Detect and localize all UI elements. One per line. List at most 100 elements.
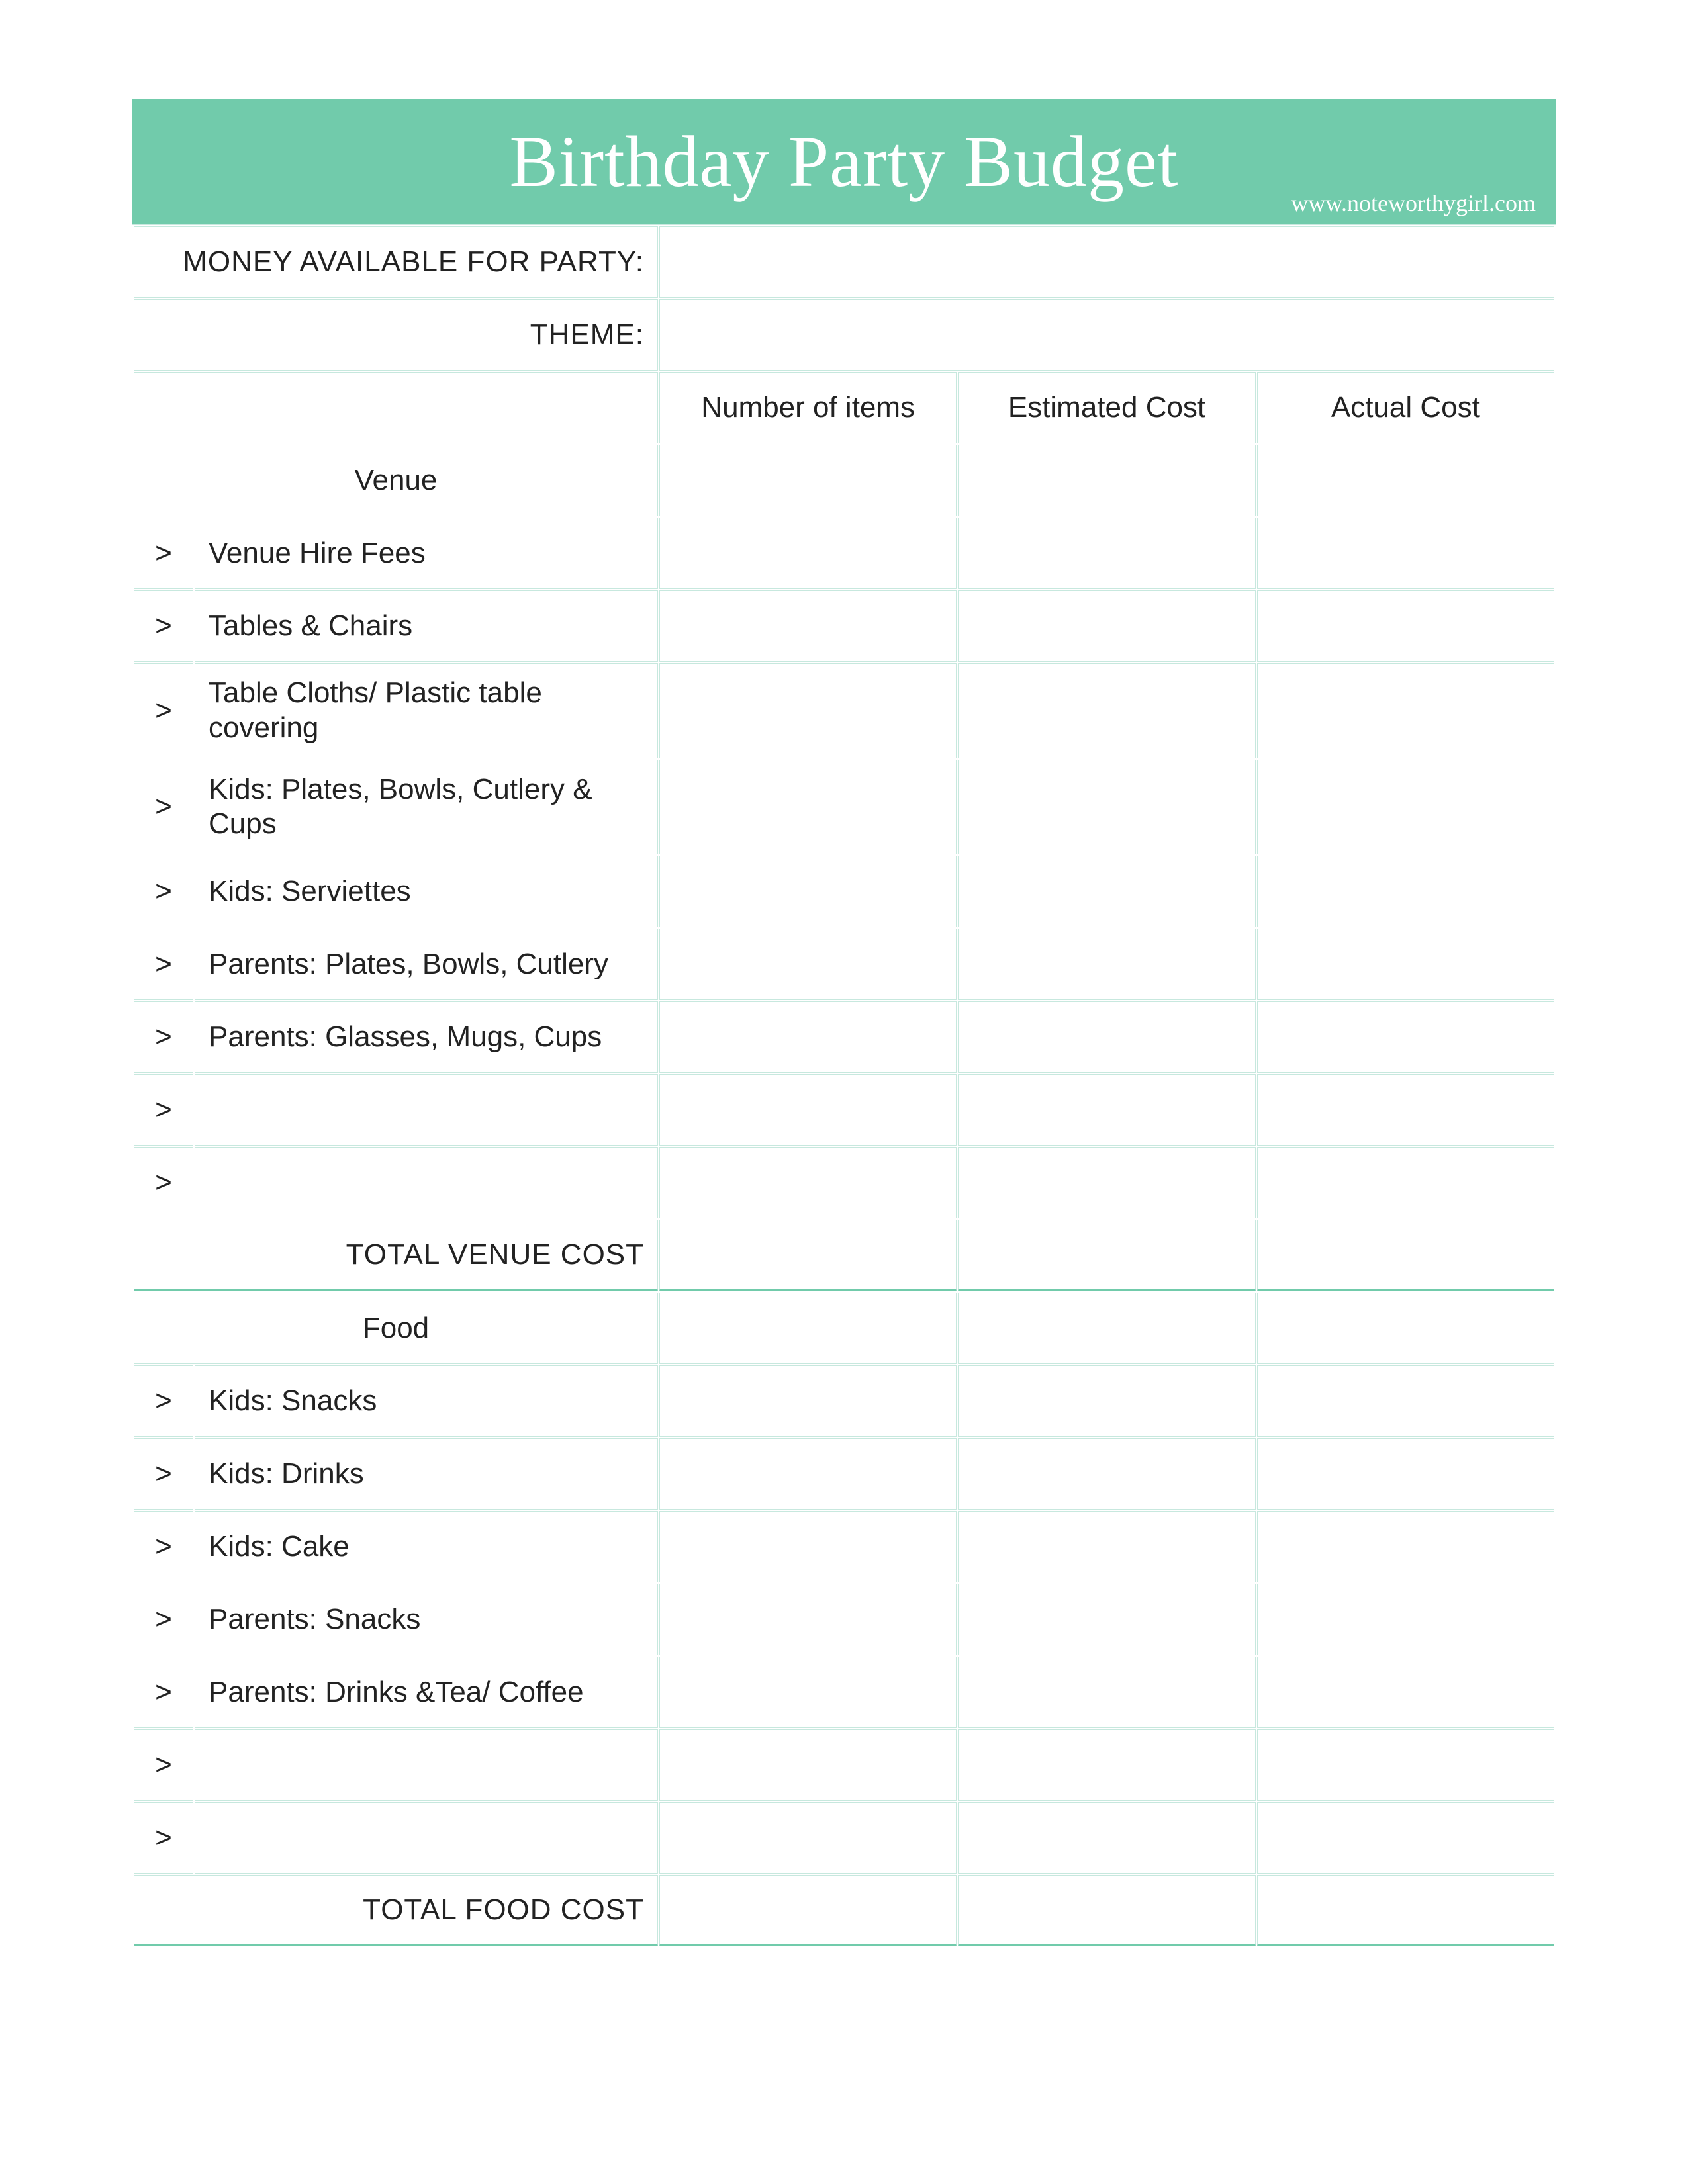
top-row-input[interactable] — [659, 226, 1554, 298]
chevron-icon: > — [134, 760, 193, 855]
item-num[interactable] — [659, 856, 957, 927]
item-num[interactable] — [659, 590, 957, 662]
item-num[interactable] — [659, 663, 957, 758]
item-est[interactable] — [958, 1511, 1255, 1582]
item-label: Kids: Cake — [195, 1511, 658, 1582]
item-label — [195, 1074, 658, 1146]
chevron-icon: > — [134, 1438, 193, 1510]
chevron-icon: > — [134, 929, 193, 1000]
section-total-num[interactable] — [659, 1875, 957, 1946]
chevron-icon: > — [134, 1147, 193, 1218]
chevron-icon: > — [134, 663, 193, 758]
section-total-num[interactable] — [659, 1220, 957, 1291]
source-url: www.noteworthygirl.com — [1291, 189, 1536, 217]
item-label: Kids: Snacks — [195, 1365, 658, 1437]
item-est[interactable] — [958, 590, 1255, 662]
item-act[interactable] — [1257, 1584, 1554, 1655]
item-label — [195, 1147, 658, 1218]
item-act[interactable] — [1257, 760, 1554, 855]
chevron-icon: > — [134, 1657, 193, 1728]
item-act[interactable] — [1257, 929, 1554, 1000]
item-num[interactable] — [659, 518, 957, 589]
item-est[interactable] — [958, 760, 1255, 855]
item-num[interactable] — [659, 1074, 957, 1146]
item-est[interactable] — [958, 1147, 1255, 1218]
blank — [134, 372, 658, 443]
item-est[interactable] — [958, 1001, 1255, 1073]
item-est[interactable] — [958, 929, 1255, 1000]
section-total-label: TOTAL FOOD COST — [134, 1875, 658, 1946]
section-total-act[interactable] — [1257, 1220, 1554, 1291]
section-cell-num[interactable] — [659, 445, 957, 516]
item-num[interactable] — [659, 1729, 957, 1801]
item-label: Parents: Plates, Bowls, Cutlery — [195, 929, 658, 1000]
item-est[interactable] — [958, 1802, 1255, 1874]
item-est[interactable] — [958, 1074, 1255, 1146]
item-num[interactable] — [659, 1584, 957, 1655]
item-num[interactable] — [659, 1365, 957, 1437]
item-act[interactable] — [1257, 1074, 1554, 1146]
item-est[interactable] — [958, 518, 1255, 589]
item-label: Parents: Snacks — [195, 1584, 658, 1655]
item-act[interactable] — [1257, 1657, 1554, 1728]
item-label — [195, 1729, 658, 1801]
item-label: Kids: Drinks — [195, 1438, 658, 1510]
item-act[interactable] — [1257, 1147, 1554, 1218]
item-act[interactable] — [1257, 663, 1554, 758]
item-label: Parents: Drinks &Tea/ Coffee — [195, 1657, 658, 1728]
section-total-label: TOTAL VENUE COST — [134, 1220, 658, 1291]
item-label: Venue Hire Fees — [195, 518, 658, 589]
section-total-est[interactable] — [958, 1875, 1255, 1946]
section-header: Venue — [134, 445, 658, 516]
item-label: Kids: Serviettes — [195, 856, 658, 927]
page: Birthday Party Budget www.noteworthygirl… — [0, 0, 1688, 1948]
item-est[interactable] — [958, 1729, 1255, 1801]
item-num[interactable] — [659, 1511, 957, 1582]
section-cell-est[interactable] — [958, 445, 1255, 516]
item-est[interactable] — [958, 856, 1255, 927]
col-header-act: Actual Cost — [1257, 372, 1554, 443]
item-act[interactable] — [1257, 856, 1554, 927]
item-act[interactable] — [1257, 1365, 1554, 1437]
section-cell-num[interactable] — [659, 1293, 957, 1364]
section-total-act[interactable] — [1257, 1875, 1554, 1946]
title-bar: Birthday Party Budget www.noteworthygirl… — [132, 99, 1556, 225]
item-act[interactable] — [1257, 1001, 1554, 1073]
item-num[interactable] — [659, 760, 957, 855]
page-title: Birthday Party Budget — [510, 120, 1179, 204]
item-est[interactable] — [958, 663, 1255, 758]
item-num[interactable] — [659, 1001, 957, 1073]
chevron-icon: > — [134, 1729, 193, 1801]
chevron-icon: > — [134, 590, 193, 662]
section-cell-act[interactable] — [1257, 445, 1554, 516]
top-row-label: THEME: — [134, 299, 658, 371]
item-num[interactable] — [659, 1147, 957, 1218]
item-est[interactable] — [958, 1438, 1255, 1510]
item-num[interactable] — [659, 1438, 957, 1510]
item-act[interactable] — [1257, 1729, 1554, 1801]
chevron-icon: > — [134, 1365, 193, 1437]
budget-table: MONEY AVAILABLE FOR PARTY:THEME:Number o… — [132, 225, 1556, 1948]
item-label: Tables & Chairs — [195, 590, 658, 662]
top-row-label: MONEY AVAILABLE FOR PARTY: — [134, 226, 658, 298]
item-act[interactable] — [1257, 1802, 1554, 1874]
item-act[interactable] — [1257, 518, 1554, 589]
chevron-icon: > — [134, 1001, 193, 1073]
item-est[interactable] — [958, 1657, 1255, 1728]
item-est[interactable] — [958, 1584, 1255, 1655]
item-num[interactable] — [659, 1657, 957, 1728]
item-label — [195, 1802, 658, 1874]
item-num[interactable] — [659, 929, 957, 1000]
section-cell-est[interactable] — [958, 1293, 1255, 1364]
item-num[interactable] — [659, 1802, 957, 1874]
item-act[interactable] — [1257, 1438, 1554, 1510]
section-total-est[interactable] — [958, 1220, 1255, 1291]
col-header-est: Estimated Cost — [958, 372, 1255, 443]
item-est[interactable] — [958, 1365, 1255, 1437]
item-act[interactable] — [1257, 1511, 1554, 1582]
item-act[interactable] — [1257, 590, 1554, 662]
top-row-input[interactable] — [659, 299, 1554, 371]
chevron-icon: > — [134, 1584, 193, 1655]
section-cell-act[interactable] — [1257, 1293, 1554, 1364]
chevron-icon: > — [134, 518, 193, 589]
